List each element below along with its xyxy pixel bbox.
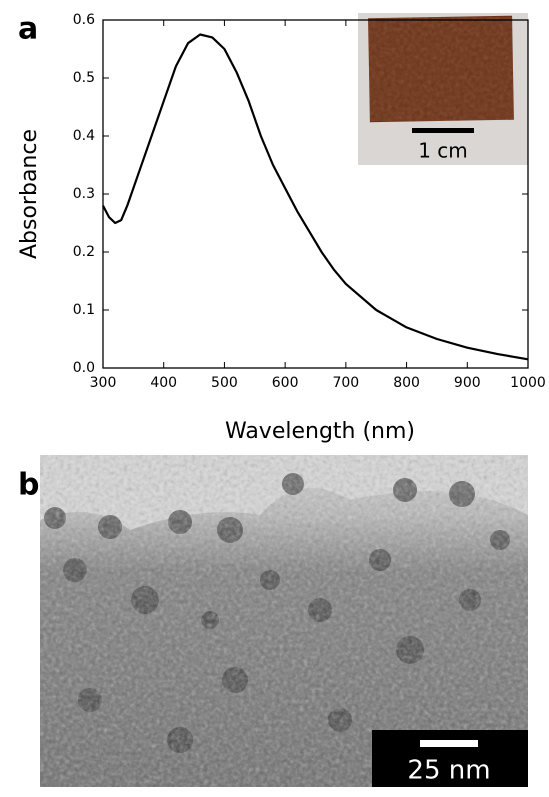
- scale-label: 25 nm: [407, 756, 490, 786]
- x-tick-label: 400: [150, 375, 177, 391]
- x-tick-label: 300: [90, 375, 117, 391]
- x-tick-label: 700: [332, 375, 359, 391]
- y-tick-label: 0.6: [73, 12, 95, 28]
- x-tick-label: 800: [393, 375, 420, 391]
- x-tick-label: 500: [211, 375, 238, 391]
- inset-photo: 1 cm: [358, 13, 528, 165]
- spectrum-line: [102, 33, 529, 361]
- scale-box: [372, 730, 528, 787]
- panel-label: a: [18, 12, 38, 47]
- inset-scale-label: 1 cm: [418, 139, 468, 163]
- scale-bar: [420, 740, 478, 747]
- plot-area: 0.0 0.1 0.2 0.3 0.4 0.5 0.6 300 400 500 600 700 800 9…: [73, 12, 546, 391]
- x-axis-title: Wavelength (nm): [225, 419, 415, 444]
- y-tick-label: 0.0: [73, 360, 95, 376]
- y-tick-label: 0.2: [73, 244, 95, 260]
- y-tick-label: 0.1: [73, 302, 95, 318]
- y-tick-label: 0.4: [73, 128, 95, 144]
- y-tick-label: 0.5: [73, 70, 95, 86]
- y-axis-title: Absorbance: [17, 129, 42, 259]
- plot-frame: [102, 19, 529, 369]
- x-tick-label: 1000: [510, 375, 546, 391]
- panel-label: b: [18, 468, 39, 503]
- y-tick-label: 0.3: [73, 186, 95, 202]
- x-tick-label: 600: [272, 375, 299, 391]
- x-tick-label: 900: [454, 375, 481, 391]
